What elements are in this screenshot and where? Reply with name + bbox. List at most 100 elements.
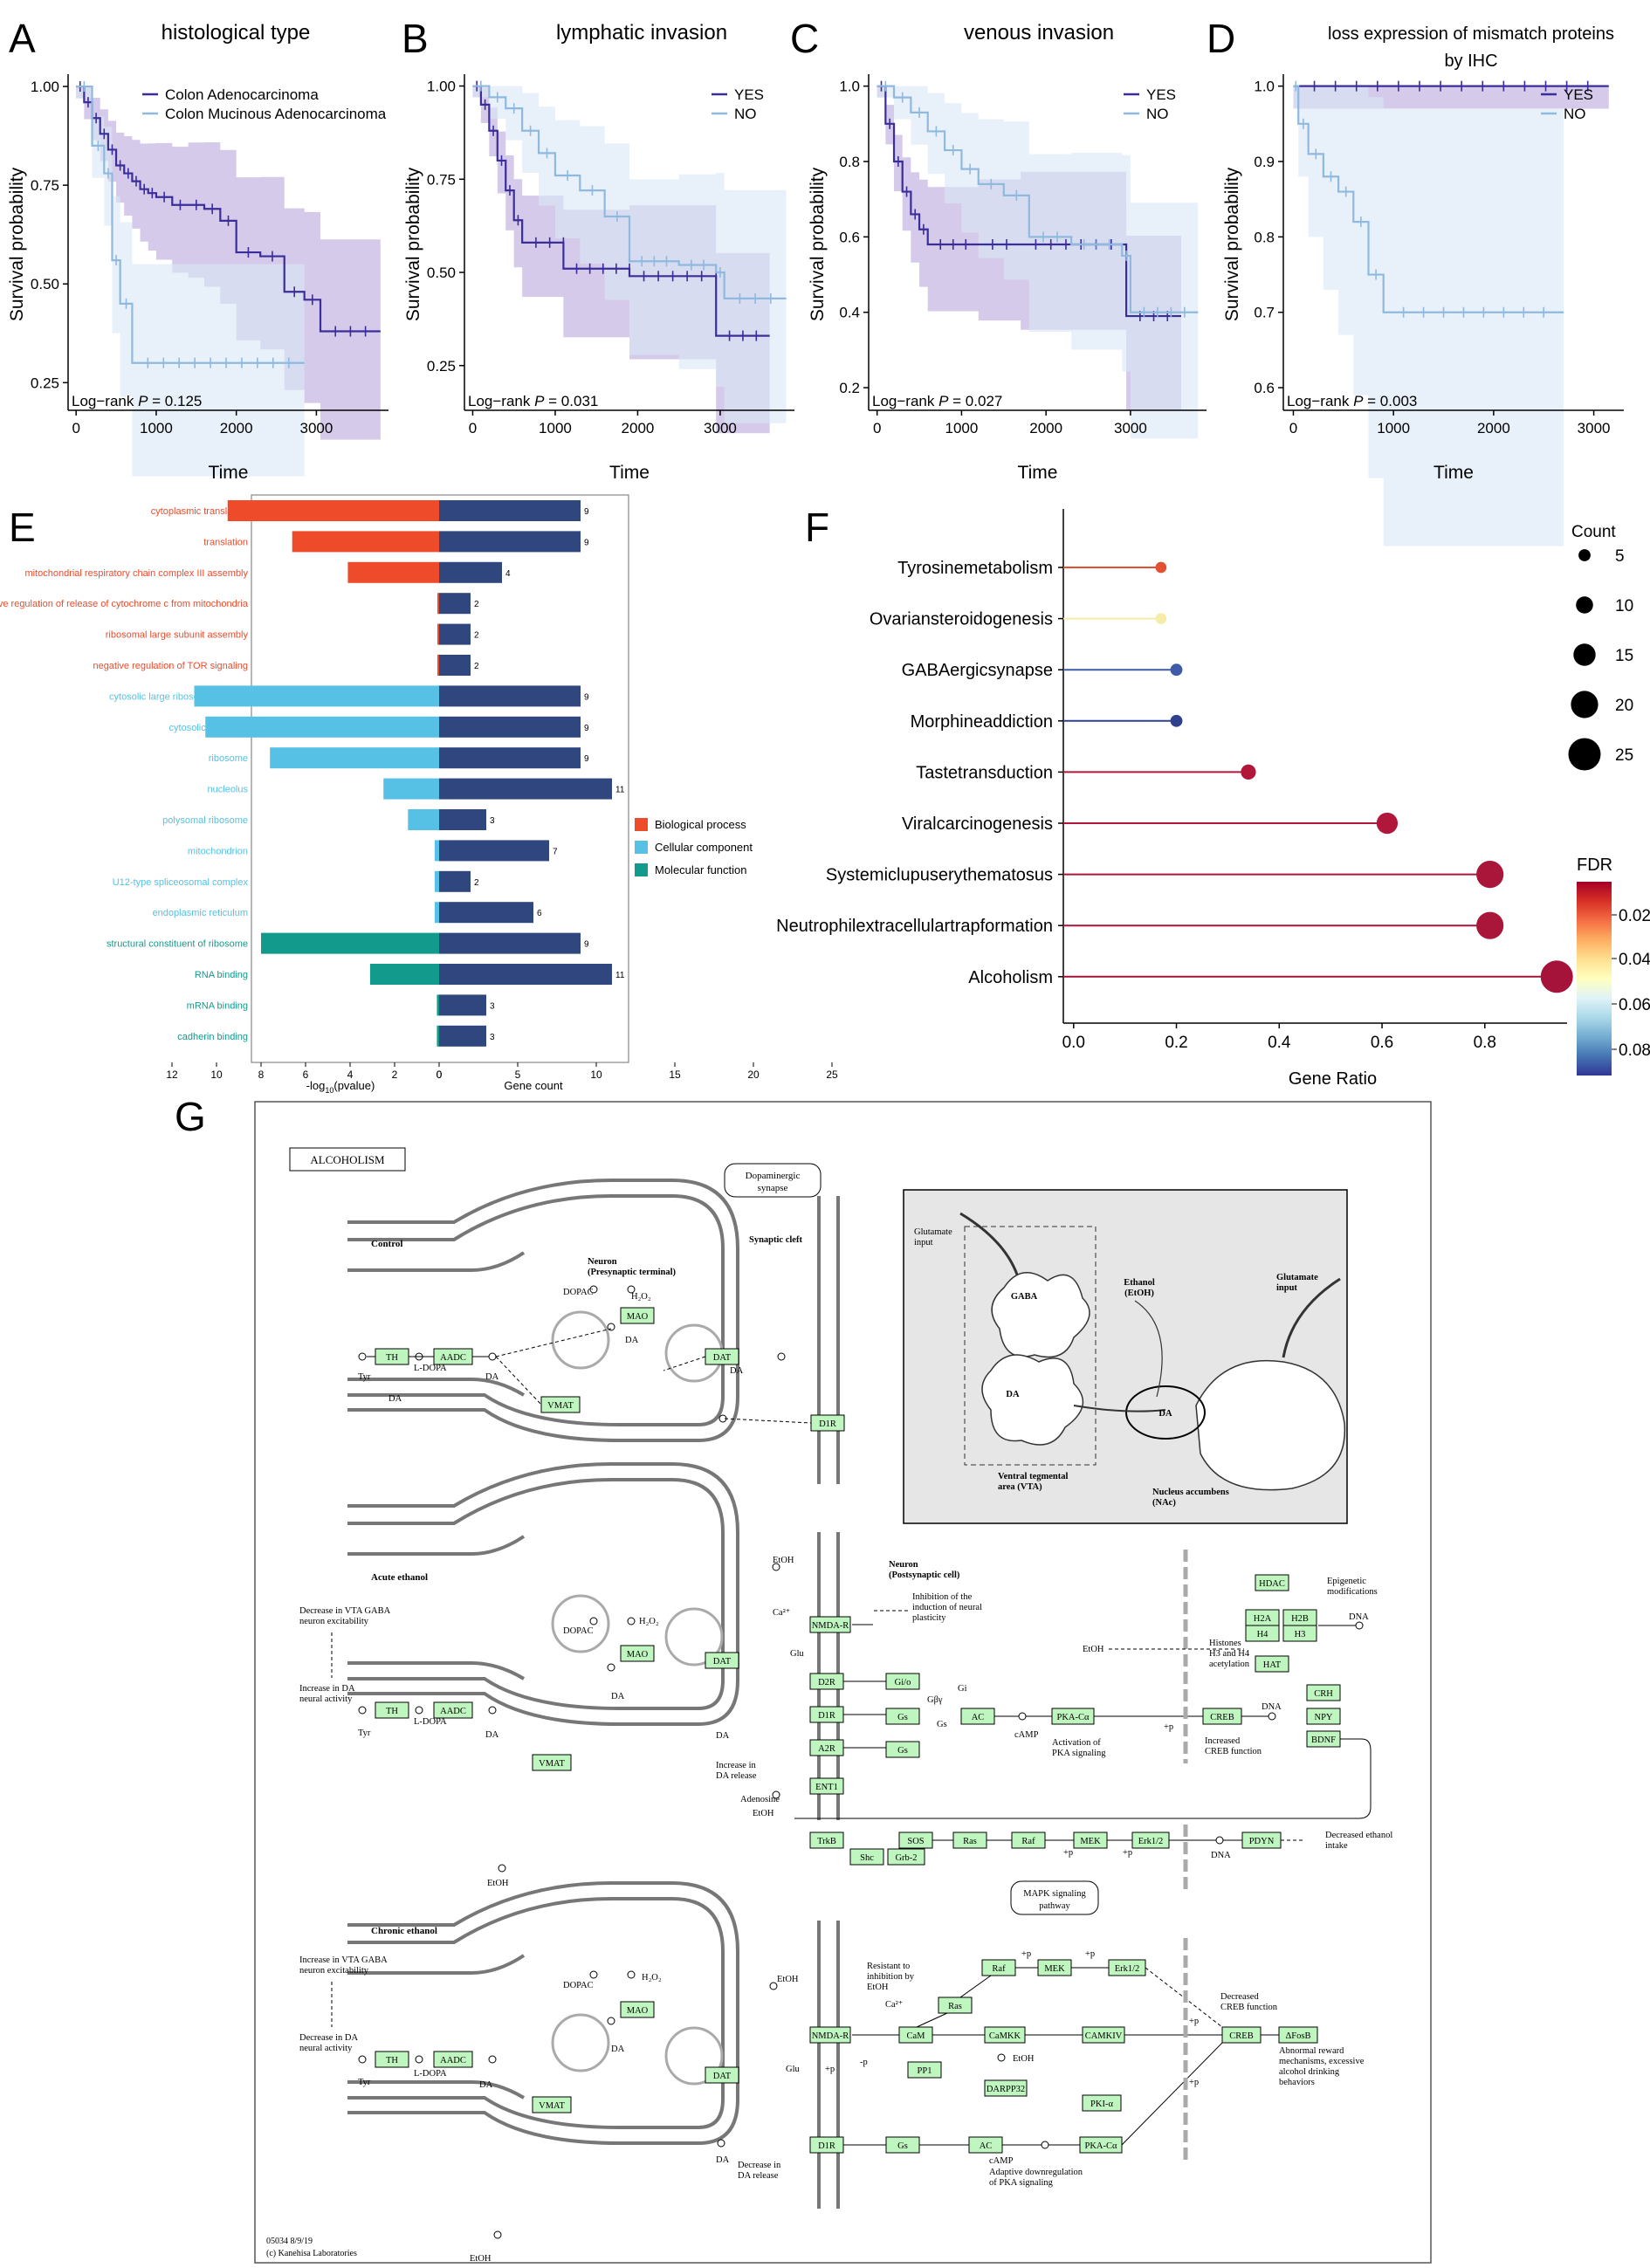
- gene-label: Grb-2: [895, 1853, 917, 1863]
- vesicle: [664, 2026, 724, 2086]
- bar-count-label: 3: [490, 1001, 495, 1011]
- go-term-label: ribosome: [209, 753, 248, 764]
- gene-label: PKA-Cα: [1056, 1713, 1090, 1722]
- x-tick-label: 0.8: [1474, 1034, 1496, 1052]
- pathway-label: Alcoholism: [968, 968, 1053, 987]
- kegg-text: cAMP: [1014, 1730, 1039, 1740]
- legend-entry: NO: [734, 106, 757, 122]
- gene-box: [620, 1645, 655, 1662]
- kegg-text: DA: [716, 2155, 730, 2165]
- kegg-text: +p: [1123, 1848, 1132, 1858]
- x-tick-label: 2000: [1029, 420, 1062, 436]
- x-tick-label: 8: [258, 1069, 265, 1081]
- kegg-text: cAMP: [989, 2156, 1014, 2166]
- kegg-text: Decreased ethanol: [1325, 1831, 1392, 1840]
- gene-box: [540, 1396, 581, 1413]
- panel-letter: E: [9, 505, 36, 550]
- gene-box: [620, 2001, 655, 2018]
- log-rank-pvalue: Log−rank P = 0.003: [1287, 393, 1417, 409]
- gene-label: DARPP32: [987, 2085, 1025, 2094]
- kegg-text: DNA: [1349, 1612, 1369, 1622]
- gene-box: [1245, 1625, 1280, 1642]
- kegg-text: Ca²⁺: [773, 1608, 791, 1618]
- kegg-text: EtOH: [867, 1983, 889, 1992]
- bar-count-label: 2: [474, 600, 479, 609]
- gene-label: D2R: [818, 1678, 835, 1687]
- legend-entry: Molecular function: [655, 863, 747, 876]
- gene-box: [885, 1741, 920, 1758]
- kegg-text: Synaptic cleft: [749, 1235, 802, 1245]
- compound-dot: [627, 1970, 636, 1979]
- kegg-text: neural activity: [299, 1694, 353, 1704]
- kegg-text: Glu: [790, 1649, 805, 1659]
- x-tick-label: 3000: [1578, 420, 1611, 436]
- gene-box: [1282, 1625, 1317, 1642]
- kegg-text: Glutamate: [1276, 1273, 1318, 1282]
- kegg-text: CREB function: [1220, 2003, 1278, 2012]
- size-legend-label: 15: [1615, 647, 1633, 665]
- y-tick-label: 0.7: [1254, 305, 1275, 321]
- bar-pvalue: [434, 840, 439, 862]
- bar-gene-count: [439, 500, 581, 521]
- go-term-label: mitochondrial respiratory chain complex …: [24, 568, 248, 579]
- interaction-arrow: [1121, 2042, 1223, 2146]
- legend-entry: YES: [1564, 86, 1593, 103]
- legend-entry: Biological process: [655, 818, 746, 831]
- kegg-text: Neuron: [889, 1560, 918, 1570]
- pathway-label: Neutrophilextracellulartrapformation: [776, 917, 1053, 936]
- x-tick-label: 5: [515, 1069, 521, 1081]
- kegg-text: Increase in VTA GABA: [299, 1955, 388, 1965]
- gene-label: VMAT: [539, 2101, 565, 2111]
- kegg-text: acetylation: [1209, 1660, 1250, 1669]
- compound-dot: [717, 2139, 725, 2148]
- y-tick-label: 0.2: [839, 380, 860, 396]
- membrane: [347, 1378, 526, 1397]
- gene-label: TH: [386, 1707, 398, 1716]
- x-axis-label-left: -log10(pvalue): [306, 1079, 375, 1095]
- kegg-text: DA release: [738, 2171, 779, 2181]
- gene-box: [809, 1616, 851, 1633]
- panel-title: venous invasion: [964, 21, 1114, 45]
- lollipop-dot: [1241, 764, 1256, 780]
- go-term-label: U12-type spliceosomal complex: [113, 877, 249, 888]
- y-tick-label: 0.4: [839, 305, 860, 321]
- panel-title-cont: by IHC: [1444, 52, 1497, 71]
- kegg-text: EtOH: [1083, 1645, 1104, 1654]
- legend-swatch: [635, 863, 648, 876]
- kegg-text: Decrease in VTA GABA: [299, 1606, 391, 1616]
- bar-count-label: 9: [584, 692, 589, 702]
- kegg-text: Activation of: [1052, 1738, 1101, 1748]
- x-tick-label: 0: [1289, 420, 1297, 436]
- compound-dot: [1018, 1712, 1027, 1721]
- bar-gene-count: [439, 747, 581, 769]
- go-term-label: mRNA binding: [187, 1000, 248, 1011]
- kegg-text: DOPAC: [563, 1981, 594, 1990]
- bar-pvalue: [383, 778, 439, 800]
- gene-label: D1R: [818, 2141, 835, 2151]
- gene-label: CaM: [907, 2031, 926, 2041]
- bar-gene-count: [439, 778, 612, 800]
- kegg-text: Tyr: [358, 2078, 371, 2087]
- x-tick-label: 0: [873, 420, 881, 436]
- gene-label: CAMKIV: [1085, 2031, 1123, 2041]
- km-ci-band: [1293, 86, 1564, 577]
- kegg-text: mechanisms, excessive: [1279, 2057, 1365, 2066]
- gene-label: H2A: [1254, 1614, 1272, 1624]
- x-tick-label: 25: [826, 1069, 838, 1081]
- compound-dot: [589, 1285, 598, 1294]
- x-tick-label: 1000: [945, 420, 979, 436]
- x-tick-label: 2000: [622, 420, 655, 436]
- go-term-label: cytosolic ribosome: [169, 723, 248, 733]
- bar-gene-count: [439, 716, 581, 738]
- y-tick-label: 0.25: [427, 358, 456, 375]
- y-tick-label: 0.75: [31, 177, 59, 194]
- bar-gene-count: [439, 902, 533, 924]
- panel-letter: G: [175, 1094, 206, 1139]
- kegg-text: Gs: [937, 1720, 947, 1729]
- kegg-text: (NAc): [1152, 1498, 1176, 1508]
- compound-dot: [493, 2230, 502, 2239]
- kegg-text: L-DOPA: [414, 1364, 447, 1373]
- pathway-title-box: [289, 1147, 406, 1172]
- compound-dot: [627, 1285, 636, 1294]
- y-tick-label: 0.6: [1254, 380, 1275, 396]
